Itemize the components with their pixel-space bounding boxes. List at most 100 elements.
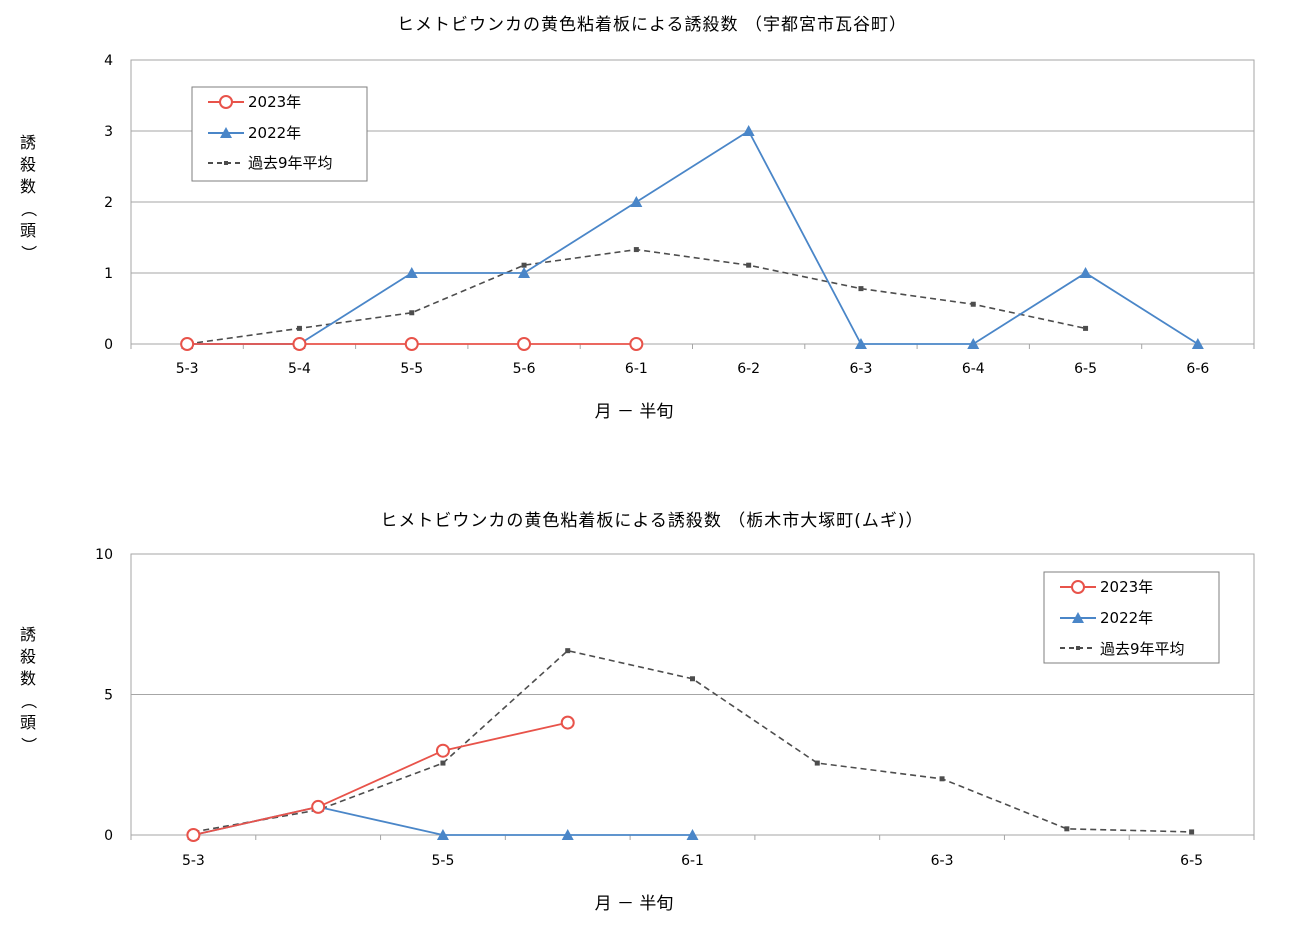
x-tick-label: 6-3 <box>931 853 954 869</box>
chart-1-x-axis-label: 月 － 半旬 <box>595 402 674 422</box>
data-point <box>633 247 639 253</box>
data-point <box>1064 826 1070 832</box>
chart-1-y-axis-label: 誘 殺 数 （ 頭 ） <box>19 133 38 261</box>
x-tick-label: 5-5 <box>432 853 455 869</box>
chart-1-y-label-char: （ <box>19 201 38 217</box>
chart-1-legend: 2023年 2022年 過去9年平均 <box>191 86 368 182</box>
chart-2-y-label-char: （ <box>19 693 38 709</box>
legend-2023-marker <box>1071 580 1085 594</box>
data-point <box>742 125 755 136</box>
data-point <box>746 262 752 268</box>
chart-2-y-label-char: 誘 <box>20 625 36 644</box>
series-0 <box>186 715 575 842</box>
data-point <box>858 286 864 292</box>
x-tick-label: 5-6 <box>513 361 536 377</box>
y-tick-label: 10 <box>95 547 113 563</box>
chart-1-y-tick-labels: 0 1 2 3 4 <box>104 53 113 353</box>
series-0 <box>180 337 644 351</box>
chart-1-x-tick-labels: 5-3 5-4 5-5 5-6 6-1 6-2 6-3 6-4 6-5 6-6 <box>130 344 1255 377</box>
series-2 <box>184 247 1089 347</box>
chart-2: ヒメトビウンカの黄色粘着板による誘殺数 （栃木市大塚町(ムギ)） 0 5 10 5-… <box>19 511 1255 914</box>
data-point <box>521 262 527 268</box>
chart-1-legend-2023: 2023年 <box>248 93 301 111</box>
chart-1-y-label-char: 数 <box>20 177 36 196</box>
legend-avg-marker <box>1076 646 1080 650</box>
x-tick-label: 6-2 <box>737 361 760 377</box>
chart-1-series <box>180 125 1204 351</box>
data-point <box>409 310 415 316</box>
x-tick-label: 6-1 <box>681 853 704 869</box>
y-tick-label: 4 <box>104 53 113 69</box>
x-tick-label: 5-3 <box>182 853 205 869</box>
data-point <box>561 829 574 840</box>
chart-1-y-label-char: 殺 <box>20 155 36 174</box>
data-point <box>1083 325 1089 331</box>
data-point <box>686 829 699 840</box>
data-point <box>292 337 307 351</box>
data-point <box>814 760 820 766</box>
data-point <box>967 338 980 349</box>
data-point <box>435 743 450 758</box>
data-point <box>296 325 302 331</box>
chart-2-y-label-char: 頭 <box>20 713 36 732</box>
legend-avg-marker <box>224 161 228 165</box>
data-point <box>311 799 326 814</box>
y-tick-label: 0 <box>104 828 113 844</box>
chart-2-y-label-char: ） <box>19 737 38 753</box>
data-point <box>404 337 419 351</box>
data-point <box>629 337 644 351</box>
data-point <box>405 267 418 278</box>
data-point <box>854 338 867 349</box>
series-line <box>187 129 1199 345</box>
data-point <box>440 760 446 766</box>
x-tick-label: 5-4 <box>288 361 311 377</box>
data-point <box>436 829 449 840</box>
chart-2-legend: 2023年 2022年 過去9年平均 <box>1043 571 1220 664</box>
chart-2-x-axis-label: 月 － 半旬 <box>595 894 674 914</box>
chart-2-series <box>186 648 1195 842</box>
data-point <box>180 337 195 351</box>
y-tick-label: 2 <box>104 195 113 211</box>
data-point <box>690 676 695 682</box>
data-point <box>517 337 532 351</box>
chart-2-legend-average: 過去9年平均 <box>1100 640 1185 658</box>
chart-2-x-tick-labels: 5-3 5-5 6-1 6-3 6-5 <box>130 835 1255 869</box>
chart-2-y-label-char: 数 <box>20 669 36 688</box>
y-tick-label: 5 <box>104 688 113 704</box>
legend-2022-marker <box>1072 612 1084 623</box>
x-tick-label: 6-6 <box>1186 361 1209 377</box>
data-point <box>560 715 575 730</box>
chart-1-title: ヒメトビウンカの黄色粘着板による誘殺数 （宇都宮市瓦谷町） <box>397 15 907 35</box>
chart-2-legend-2023: 2023年 <box>1100 578 1153 596</box>
data-point <box>1079 267 1092 278</box>
x-tick-label: 6-5 <box>1180 853 1203 869</box>
chart-2-legend-2022: 2022年 <box>1100 609 1153 627</box>
legend-2023-marker <box>219 95 233 109</box>
x-tick-label: 6-3 <box>850 361 873 377</box>
chart-2-title: ヒメトビウンカの黄色粘着板による誘殺数 （栃木市大塚町(ムギ)） <box>380 511 923 531</box>
chart-1-y-label-char: ） <box>19 245 38 261</box>
data-point <box>939 776 945 782</box>
y-tick-label: 3 <box>104 124 113 140</box>
chart-2-y-tick-labels: 0 5 10 <box>95 547 113 844</box>
legend-2022-marker <box>220 127 232 138</box>
data-point <box>630 196 643 207</box>
chart-2-y-axis-label: 誘 殺 数 （ 頭 ） <box>19 625 38 753</box>
x-tick-label: 5-5 <box>400 361 423 377</box>
x-tick-label: 6-1 <box>625 361 648 377</box>
data-point <box>518 267 531 278</box>
chart-1-legend-2022: 2022年 <box>248 124 301 142</box>
series-line <box>193 721 568 836</box>
data-point <box>1191 338 1204 349</box>
y-tick-label: 1 <box>104 266 113 282</box>
x-tick-label: 6-5 <box>1074 361 1097 377</box>
x-tick-label: 5-3 <box>176 361 199 377</box>
chart-1-legend-average: 過去9年平均 <box>248 154 333 172</box>
chart-1-y-label-char: 誘 <box>20 133 36 152</box>
x-tick-label: 6-4 <box>962 361 985 377</box>
chart-2-y-label-char: 殺 <box>20 647 36 666</box>
data-point <box>565 648 571 654</box>
chart-1-y-label-char: 頭 <box>20 221 36 240</box>
